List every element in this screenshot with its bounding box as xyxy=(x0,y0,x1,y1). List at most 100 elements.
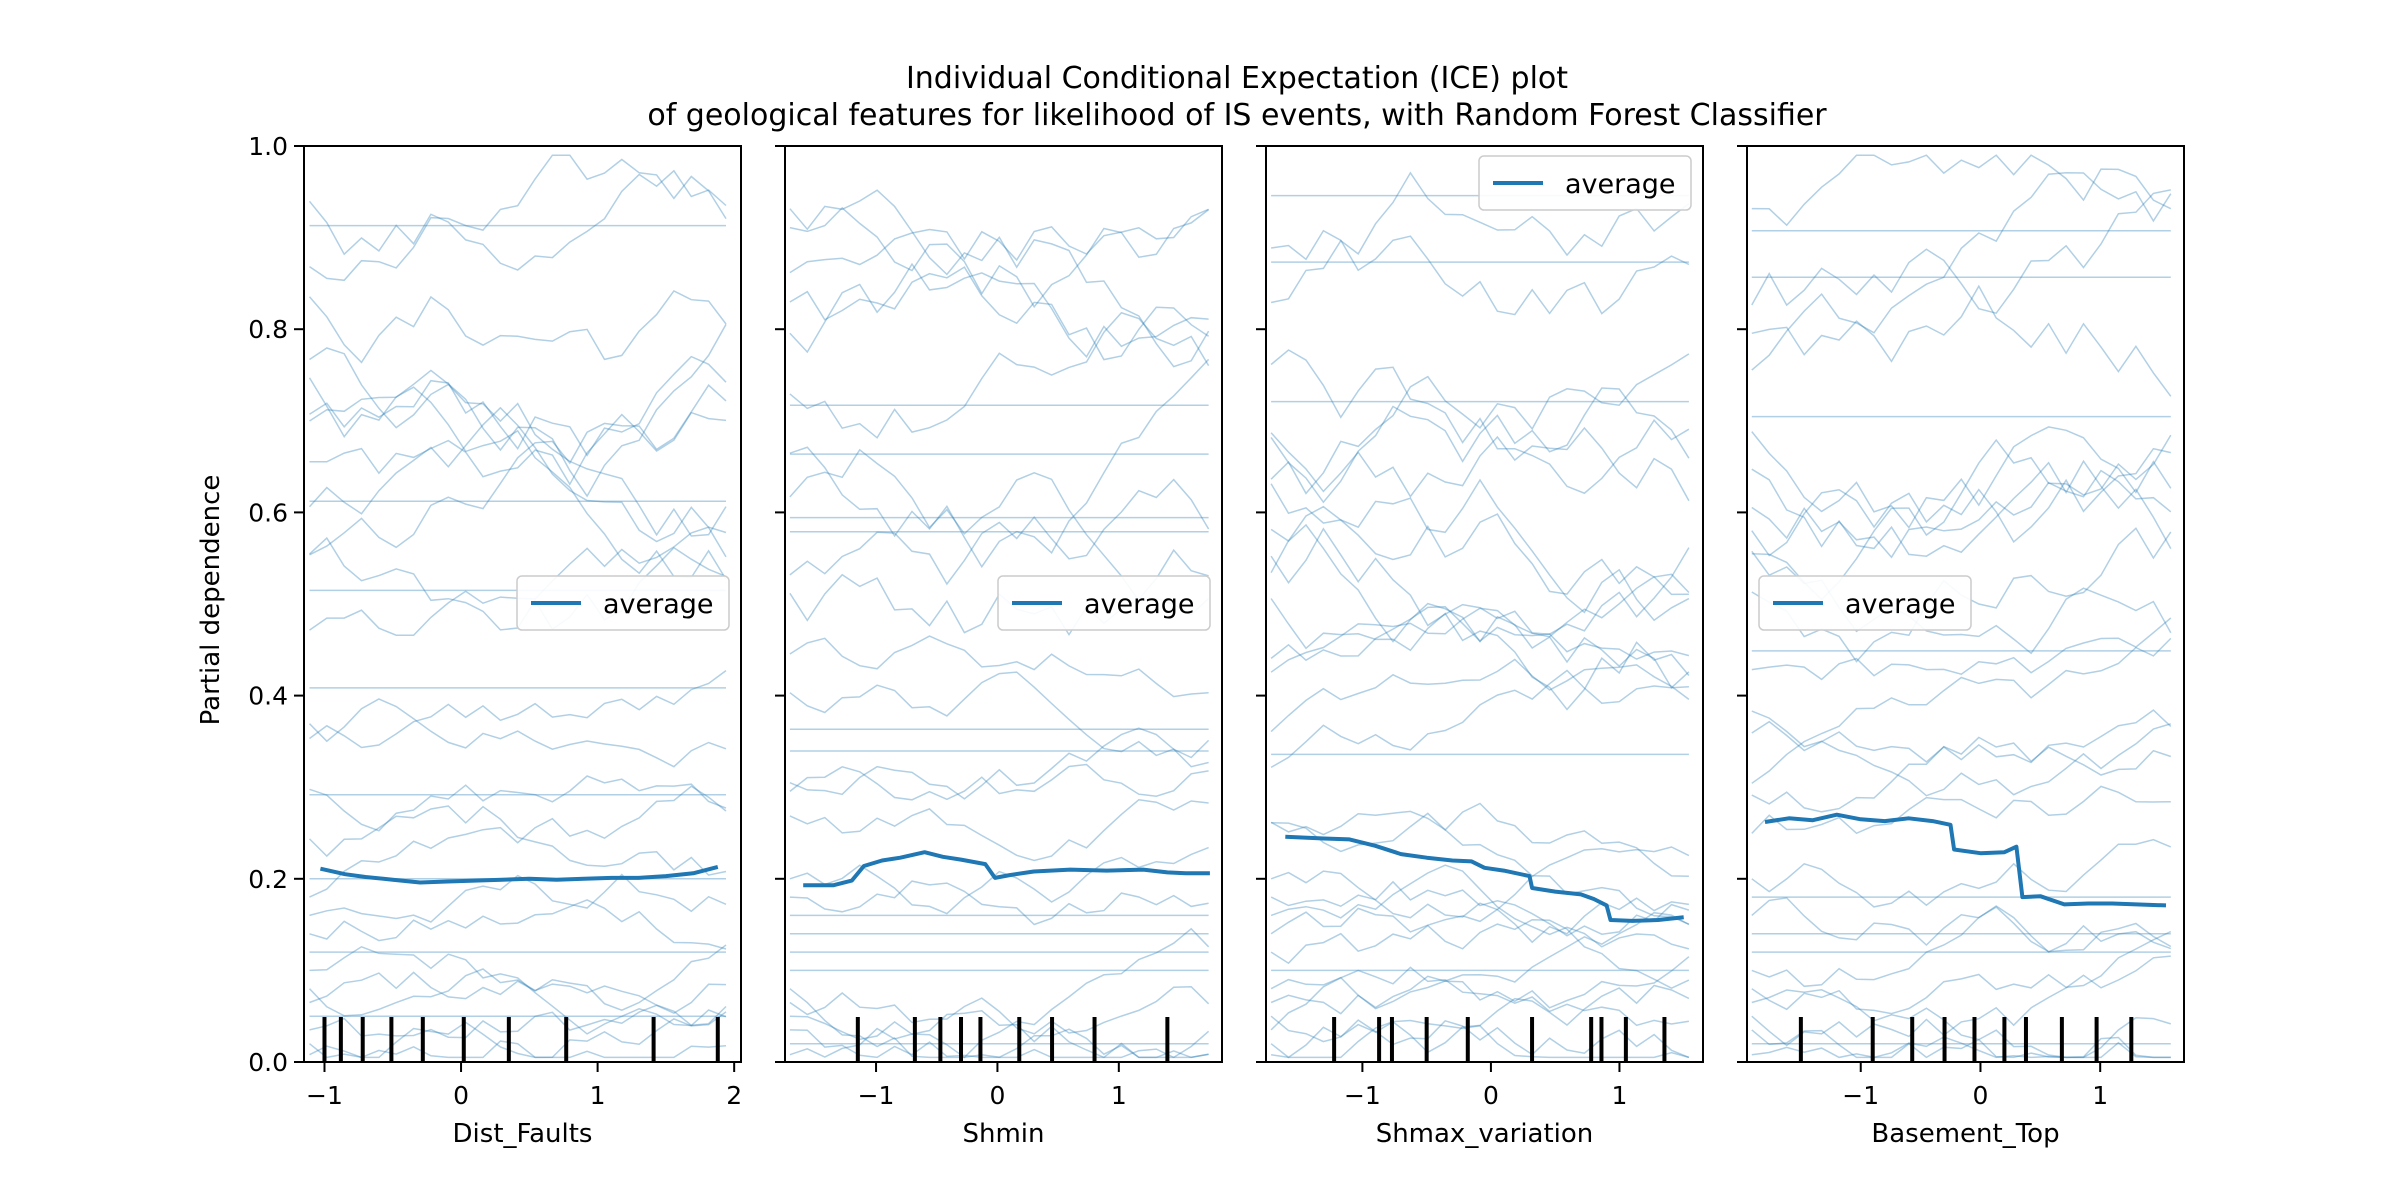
ice-curve xyxy=(789,189,1210,368)
ice-curve xyxy=(789,262,1209,359)
legend-label: average xyxy=(603,589,714,620)
x-tick-label: −1 xyxy=(306,1081,343,1110)
ice-curve xyxy=(309,983,727,1039)
ice-curve xyxy=(309,785,727,898)
y-tick-label: 0.8 xyxy=(248,315,288,344)
ice-curve xyxy=(1270,966,1690,1031)
ice-curve xyxy=(309,411,727,486)
ice-curve xyxy=(1751,897,2172,953)
ice-curve xyxy=(1751,989,2171,1059)
ice-curve xyxy=(1751,459,2172,557)
ice-curve xyxy=(1751,434,2172,601)
legend-box xyxy=(997,575,1211,631)
ice-curve xyxy=(1751,838,2172,908)
ice-curve xyxy=(1271,802,1689,878)
ice-curve xyxy=(789,927,1210,1059)
legend-label: average xyxy=(1084,589,1195,620)
ice-curve xyxy=(1751,785,2171,835)
ice-curve xyxy=(309,355,727,457)
ice-curve xyxy=(1270,846,1690,935)
chart-title-line1: Individual Conditional Expectation (ICE)… xyxy=(906,61,1568,96)
ice-curve xyxy=(308,289,727,364)
ice-curve xyxy=(308,968,727,1027)
ice-curve xyxy=(789,635,1209,698)
legend-box xyxy=(1758,575,1972,631)
legend: average xyxy=(1758,575,1972,631)
x-tick-label: −1 xyxy=(1344,1081,1381,1110)
ice-curve xyxy=(1270,810,1690,925)
ice-curve xyxy=(789,846,1209,915)
ice-curve xyxy=(789,727,1210,800)
ice-curve xyxy=(309,324,727,498)
ice-curve xyxy=(1751,955,2171,1047)
ice-curve xyxy=(309,154,727,282)
ice-curve xyxy=(1270,956,1690,1015)
ice-curve xyxy=(1751,906,2172,988)
ice-curve xyxy=(789,763,1209,801)
ice-curve xyxy=(1270,606,1690,662)
ice-curve xyxy=(1270,229,1690,316)
ice-curve xyxy=(309,775,727,832)
ice-curve xyxy=(1751,1016,2172,1059)
ice-curve xyxy=(789,266,1210,361)
x-tick-label: 1 xyxy=(2092,1081,2108,1110)
panel-2: −1 0 1 Shmin average xyxy=(775,145,1223,1149)
ice-curve xyxy=(309,873,727,923)
ice-curve xyxy=(1270,911,1690,1010)
average-line xyxy=(319,864,719,885)
panels-group: 0.0 0.2 0.4 0.6 0.8 1.0 −1 0 1 2 Dist_Faults averag… xyxy=(248,132,2185,1149)
x-tick-label: 2 xyxy=(726,1081,742,1110)
plot-area xyxy=(1751,154,2172,1059)
ice-curve xyxy=(789,799,1209,862)
ice-curve xyxy=(1751,710,2172,797)
ice-curve xyxy=(789,311,1210,439)
x-axis-label: Dist_Faults xyxy=(453,1119,593,1149)
ice-curve xyxy=(1751,284,2172,397)
x-tick-label: 1 xyxy=(1612,1081,1628,1110)
ice-curve xyxy=(1751,154,2172,227)
x-axis-label: Shmin xyxy=(962,1119,1044,1149)
x-tick-label: 0 xyxy=(453,1081,469,1110)
ice-curve xyxy=(1751,1036,2171,1059)
ice-curve xyxy=(1751,469,2172,559)
y-tick-label: 1.0 xyxy=(248,132,288,161)
y-tick-label: 0.2 xyxy=(248,865,288,894)
ice-curve xyxy=(1270,171,1690,304)
y-axis-label: Partial dependence xyxy=(196,475,226,726)
average-line xyxy=(1285,834,1684,923)
ice-curve xyxy=(789,208,1209,274)
ice-curve xyxy=(1270,353,1690,495)
ice-curve xyxy=(1270,1015,1690,1059)
ice-curve xyxy=(1270,598,1690,711)
ice-curve xyxy=(1270,505,1690,595)
ice-curve xyxy=(1270,984,1690,1059)
legend: average xyxy=(1478,155,1692,211)
legend: average xyxy=(997,575,1211,631)
ice-curve xyxy=(1270,523,1690,689)
ice-curve xyxy=(1270,426,1690,502)
x-tick-label: −1 xyxy=(858,1081,895,1110)
y-tick-label: 0.6 xyxy=(248,498,288,527)
x-tick-label: 1 xyxy=(590,1081,606,1110)
ice-curve xyxy=(789,478,1210,586)
x-axis-label: Basement_Top xyxy=(1871,1119,2059,1149)
ice-curve xyxy=(789,985,1210,1035)
y-tick-label: 0.4 xyxy=(248,682,288,711)
ice-curve xyxy=(1270,870,1690,944)
ice-curve xyxy=(309,899,727,950)
ice-curve xyxy=(789,671,1209,768)
ice-curve xyxy=(789,880,1209,926)
plot-area xyxy=(308,154,727,1059)
ice-curve xyxy=(1270,478,1690,622)
ice-curve xyxy=(1751,736,2172,813)
y-tick-label: 0.0 xyxy=(248,1048,288,1077)
average-line xyxy=(803,850,1210,888)
x-tick-label: 1 xyxy=(1111,1081,1127,1110)
ice-curve xyxy=(1751,709,2172,764)
plot-area xyxy=(1270,171,1690,1059)
ice-curve xyxy=(1270,575,1689,673)
plot-area xyxy=(789,189,1210,1059)
ice-curve xyxy=(309,944,727,1012)
ice-curve xyxy=(308,805,727,876)
